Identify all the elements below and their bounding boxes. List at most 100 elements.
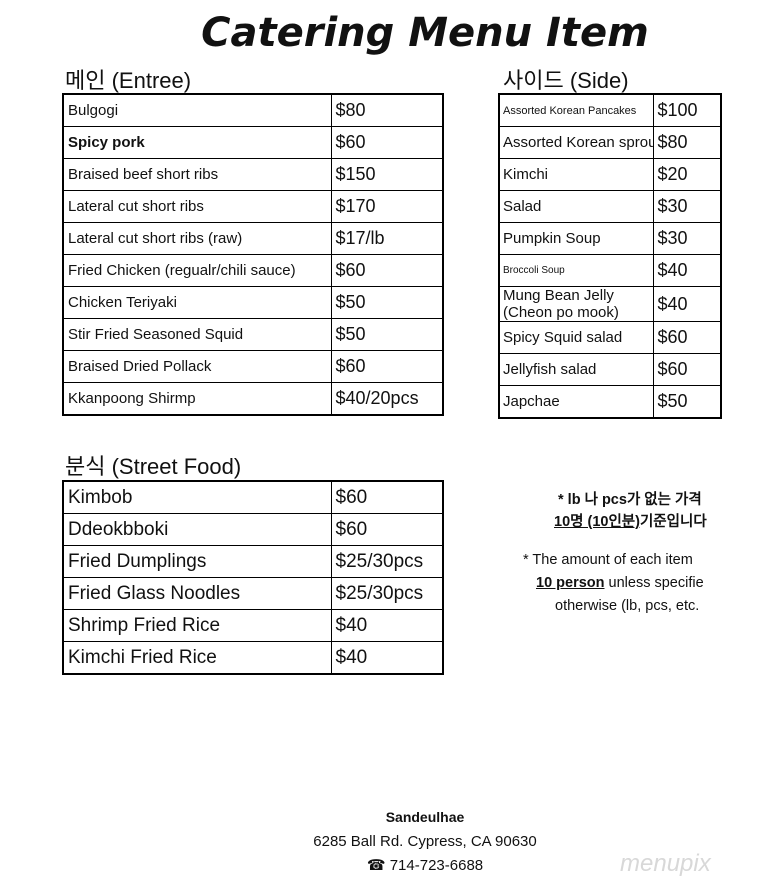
watermark: menupix [620,850,711,877]
business-name: Sandeulhae [385,809,465,825]
menu-row: Braised Dried Pollack $60 [62,350,444,383]
item-price: $40 [330,609,444,642]
note-emphasis: 10 person [536,575,605,591]
item-name: Broccoli Soup [498,254,654,287]
section-heading: 메인 (Entree) [65,68,192,93]
item-price: $40 [330,641,444,675]
menu-row: Kkanpoong Shirmp $40/20pcs [62,382,444,416]
menu-row: Lateral cut short ribs (raw) $17/lb [62,222,444,255]
menu-row: Mung Bean Jelly (Cheon po mook) $40 [498,286,722,322]
note-text: unless specifie [604,575,704,591]
item-name-line: Mung Bean Jelly [503,287,614,305]
menu-row: Fried Dumplings $25/30pcs [62,545,444,578]
item-name-line: (Cheon po mook) [503,304,619,321]
menu-row: Broccoli Soup $40 [498,254,722,287]
title: Catering Menu Item [201,10,649,56]
item-name: Braised beef short ribs [62,158,332,191]
item-price: $60 [652,353,722,386]
note: otherwise (lb, pcs, etc. [555,598,700,614]
menu-row: Lateral cut short ribs $170 [62,190,444,223]
item-price: $170 [330,190,444,223]
item-price: $40 [652,286,722,322]
note: * lb 나 pcs가 없는 가격 [558,492,702,508]
section-heading: 사이드 (Side) [503,68,629,93]
note: 10 person unless specifie [536,575,704,591]
menu-row: Kimchi $20 [498,158,722,191]
phone: ☎ 714-723-6688 [366,857,484,874]
item-name: Chicken Teriyaki [62,286,332,319]
item-price: $25/30pcs [330,577,444,610]
item-price: $17/lb [330,222,444,255]
section-heading: 분식 (Street Food) [65,454,242,479]
item-name: Jellyfish salad [498,353,654,386]
note: * The amount of each item [523,552,693,568]
item-name: Mung Bean Jelly (Cheon po mook) [498,286,654,322]
item-price: $60 [652,321,722,354]
item-name: Lateral cut short ribs (raw) [62,222,332,255]
menu-row: Kimbob $60 [62,480,444,514]
item-price: $60 [330,350,444,383]
menu-row: Chicken Teriyaki $50 [62,286,444,319]
address: 6285 Ball Rd. Cypress, CA 90630 [313,833,537,850]
item-price: $30 [652,190,722,223]
item-name: Japchae [498,385,654,419]
item-name: Fried Chicken (regualr/chili sauce) [62,254,332,287]
item-name: Kimchi Fried Rice [62,641,332,675]
item-price: $60 [330,126,444,159]
menu-row: Spicy pork $60 [62,126,444,159]
menu-row: Shrimp Fried Rice $40 [62,609,444,642]
menu-row: Braised beef short ribs $150 [62,158,444,191]
item-price: $40/20pcs [330,382,444,416]
menu-row: Fried Chicken (regualr/chili sauce) $60 [62,254,444,287]
item-price: $80 [330,93,444,127]
item-name: Kkanpoong Shirmp [62,382,332,416]
item-price: $50 [330,286,444,319]
menu-row: Kimchi Fried Rice $40 [62,641,444,675]
item-name: Lateral cut short ribs [62,190,332,223]
note-emphasis: 10명 (10인분) [554,514,640,530]
item-price: $100 [652,93,722,127]
item-price: $60 [330,480,444,514]
menu-row: Ddeokbboki $60 [62,513,444,546]
item-name: Spicy Squid salad [498,321,654,354]
item-name: Assorted Korean Pancakes [498,93,654,127]
menu-row: Assorted Korean sprouts $80 [498,126,722,159]
menu-table: Bulgogi $80 Spicy pork $60 Braised beef shor… [62,93,444,416]
item-name: Bulgogi [62,93,332,127]
menu-row: Pumpkin Soup $30 [498,222,722,255]
note: 10명 (10인분)기준입니다 [554,510,707,531]
item-price: $30 [652,222,722,255]
item-name: Braised Dried Pollack [62,350,332,383]
item-name: Stir Fried Seasoned Squid [62,318,332,351]
note-text: 기준입니다 [639,514,707,530]
menu-row: Bulgogi $80 [62,93,444,127]
menu-row: Stir Fried Seasoned Squid $50 [62,318,444,351]
item-name: Kimbob [62,480,332,514]
item-price: $60 [330,254,444,287]
menu-table: Assorted Korean Pancakes $100 Assorted Kor… [498,93,722,419]
menu-row: Japchae $50 [498,385,722,419]
menu-row: Salad $30 [498,190,722,223]
menu-row: Fried Glass Noodles $25/30pcs [62,577,444,610]
item-name: Assorted Korean sprouts [498,126,654,159]
item-price: $80 [652,126,722,159]
item-price: $50 [330,318,444,351]
item-price: $50 [652,385,722,419]
menu-row: Spicy Squid salad $60 [498,321,722,354]
item-name: Salad [498,190,654,223]
item-name: Fried Dumplings [62,545,332,578]
item-name: Shrimp Fried Rice [62,609,332,642]
item-name: Kimchi [498,158,654,191]
item-price: $60 [330,513,444,546]
item-name: Ddeokbboki [62,513,332,546]
menu-table: Kimbob $60 Ddeokbboki $60 Fried Dumplings $25… [62,480,444,675]
item-name: Fried Glass Noodles [62,577,332,610]
item-price: $25/30pcs [330,545,444,578]
item-price: $40 [652,254,722,287]
item-price: $20 [652,158,722,191]
menu-row: Jellyfish salad $60 [498,353,722,386]
item-name: Spicy pork [62,126,332,159]
menu-row: Assorted Korean Pancakes $100 [498,93,722,127]
item-name: Pumpkin Soup [498,222,654,255]
